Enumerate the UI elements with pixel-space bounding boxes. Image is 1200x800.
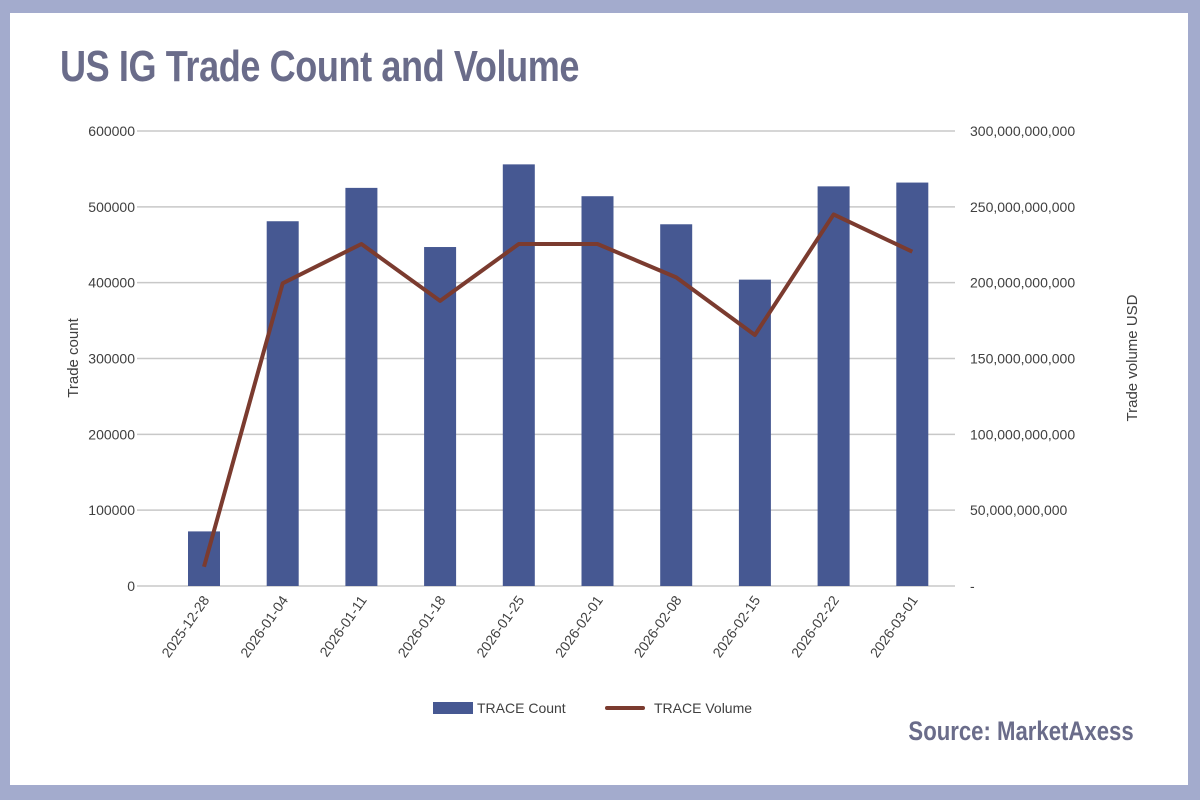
bar-trace-count <box>738 279 771 586</box>
y-tick-label: 100000 <box>88 502 135 518</box>
x-tick-label: 2026-02-01 <box>552 592 606 660</box>
x-tick-label: 2026-01-04 <box>237 592 291 660</box>
x-tick-label: 2026-02-22 <box>788 592 842 660</box>
y-tick-label: 600000 <box>88 123 135 139</box>
x-tick-label: 2026-01-18 <box>394 592 448 660</box>
y-tick-label: 400000 <box>88 275 135 291</box>
y2-tick-label: 150,000,000,000 <box>970 351 1075 367</box>
bar-trace-count <box>345 187 378 586</box>
legend-swatch-volume <box>605 706 645 710</box>
bar-trace-count <box>896 182 929 587</box>
legend-label-volume: TRACE Volume <box>654 700 752 716</box>
y2-tick-label: 300,000,000,000 <box>970 123 1075 139</box>
legend: TRACE Count TRACE Volume <box>433 700 752 716</box>
source-note: Source: MarketAxess <box>908 716 1134 746</box>
legend-swatch-count <box>433 702 473 714</box>
x-tick-label: 2026-01-11 <box>316 592 370 659</box>
y2-tick-label: 200,000,000,000 <box>970 275 1075 291</box>
legend-label-count: TRACE Count <box>477 700 566 716</box>
x-tick-label: 2025-12-28 <box>158 592 212 660</box>
x-tick-label: 2026-02-08 <box>630 592 684 660</box>
x-tick-label: 2026-01-25 <box>473 592 527 660</box>
bar-trace-count <box>502 164 535 586</box>
y2-axis-label: Trade volume USD <box>1124 294 1141 421</box>
line-trace-volume <box>202 212 914 568</box>
y2-tick-label: - <box>970 578 975 594</box>
bar-trace-count <box>188 531 220 586</box>
chart-title: US IG Trade Count and Volume <box>60 42 580 91</box>
y2-tick-label: 250,000,000,000 <box>970 199 1075 215</box>
y-tick-label: 200000 <box>88 426 135 442</box>
x-tick-label: 2026-03-01 <box>867 592 921 660</box>
y-tick-label: 300000 <box>88 351 135 367</box>
y-tick-label: 500000 <box>88 199 135 215</box>
bar-trace-count <box>581 196 614 586</box>
bar-trace-count <box>424 247 457 586</box>
y-axis-label: Trade count <box>65 317 82 397</box>
bar-trace-count <box>817 186 850 586</box>
y-tick-label: 0 <box>127 578 135 594</box>
y2-tick-label: 100,000,000,000 <box>970 426 1075 442</box>
y2-tick-label: 50,000,000,000 <box>970 502 1068 518</box>
x-tick-label: 2026-02-15 <box>709 592 763 660</box>
